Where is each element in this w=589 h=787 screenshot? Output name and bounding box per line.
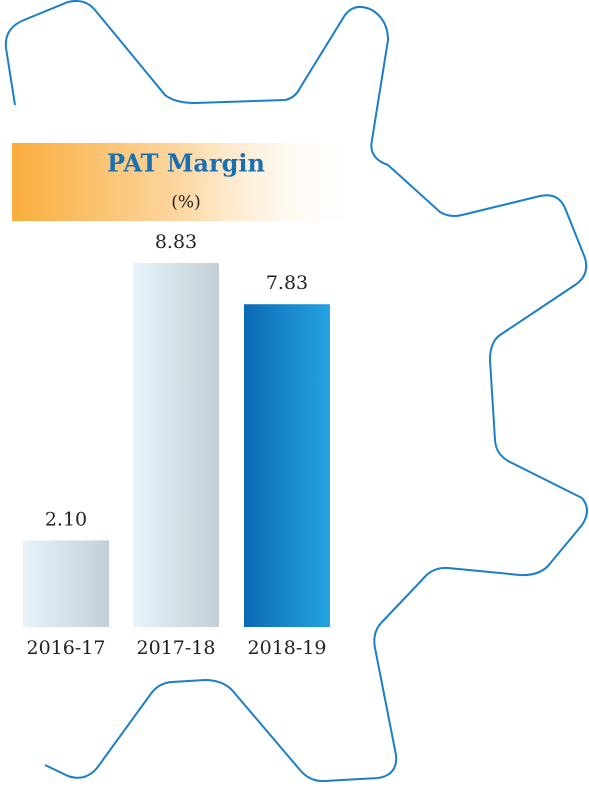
- x-tick-label: 2016-17: [27, 637, 106, 659]
- bar: [23, 540, 109, 627]
- chart-subtitle: (%): [171, 193, 200, 213]
- value-label: 7.83: [266, 272, 308, 294]
- value-label: 2.10: [45, 508, 87, 530]
- value-label: 8.83: [155, 231, 197, 253]
- bar: [133, 263, 219, 627]
- chart-title: PAT Margin: [107, 149, 265, 178]
- x-tick-label: 2018-19: [248, 637, 327, 659]
- bar: [244, 304, 330, 627]
- x-tick-label: 2017-18: [137, 637, 216, 659]
